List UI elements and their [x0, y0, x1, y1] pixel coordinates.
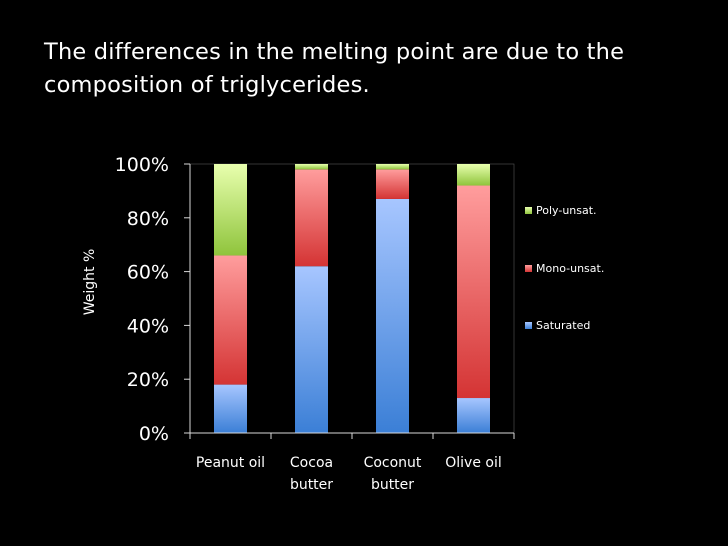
bar-poly-unsat-3 — [457, 164, 490, 186]
y-tick-label: 40% — [127, 315, 169, 337]
legend-label: Saturated — [536, 319, 590, 332]
x-tick-label: Cocoa butter — [290, 455, 333, 493]
y-tick-label: 0% — [139, 423, 169, 445]
bar-poly-unsat-2 — [376, 164, 409, 170]
bar-saturated-1 — [295, 266, 328, 433]
legend-swatch — [525, 322, 532, 329]
y-tick-label: 100% — [115, 154, 169, 176]
bar-saturated-2 — [376, 198, 409, 433]
bar-poly-unsat-1 — [295, 164, 328, 170]
bar-saturated-3 — [457, 398, 490, 433]
bar-mono-unsat-1 — [295, 169, 328, 267]
x-tick-label: Peanut oil — [196, 455, 265, 471]
y-tick-label: 80% — [127, 208, 169, 230]
bar-mono-unsat-0 — [214, 255, 247, 385]
bar-saturated-0 — [214, 384, 247, 433]
y-axis-title: Weight % — [82, 249, 98, 316]
x-tick-label: Olive oil — [445, 455, 502, 471]
bar-mono-unsat-2 — [376, 169, 409, 199]
legend-label: Poly-unsat. — [536, 204, 597, 217]
bar-mono-unsat-3 — [457, 185, 490, 399]
legend-swatch — [525, 265, 532, 272]
y-tick-label: 60% — [127, 262, 169, 284]
bar-poly-unsat-0 — [214, 164, 247, 256]
legend-swatch — [525, 207, 532, 214]
legend-label: Mono-unsat. — [536, 262, 604, 275]
slide-title: The differences in the melting point are… — [44, 39, 625, 98]
y-tick-label: 20% — [127, 369, 169, 391]
x-tick-label: Coconut butter — [364, 455, 422, 493]
